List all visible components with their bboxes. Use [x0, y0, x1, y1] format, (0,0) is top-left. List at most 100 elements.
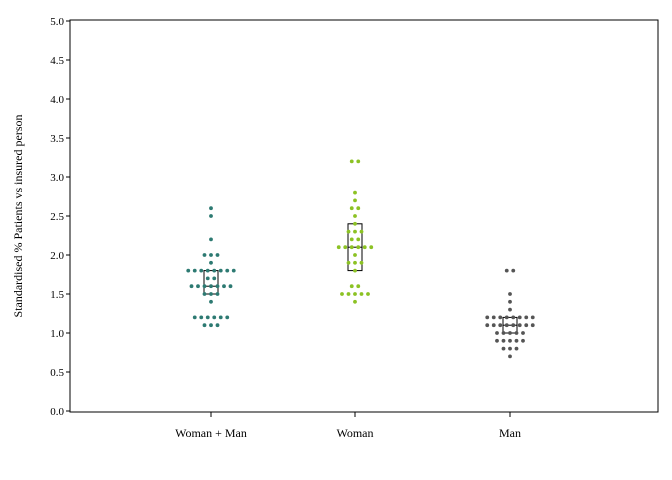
data-point [514, 346, 519, 351]
data-point [212, 315, 217, 320]
data-point [209, 214, 213, 218]
data-point [353, 221, 357, 226]
data-point [530, 323, 535, 328]
data-point [508, 292, 512, 296]
y-tick-label: 5.0 [50, 16, 64, 28]
data-point [349, 284, 354, 289]
data-point [508, 307, 512, 312]
data-point [362, 245, 367, 250]
data-point [504, 268, 509, 273]
data-point [209, 260, 213, 265]
data-point [495, 338, 499, 343]
data-point [501, 338, 506, 343]
data-point [349, 206, 354, 211]
data-point [517, 323, 522, 328]
data-point [209, 253, 213, 257]
data-point [504, 323, 509, 328]
data-point [485, 315, 490, 320]
data-point [498, 315, 503, 320]
data-point [346, 260, 351, 265]
data-point [356, 237, 361, 242]
data-point [349, 159, 354, 164]
data-point [196, 284, 200, 289]
data-point [359, 292, 364, 296]
data-point [349, 237, 354, 242]
data-point [501, 331, 506, 335]
y-tick-label: 2.0 [50, 250, 64, 262]
data-point [498, 323, 503, 328]
data-point [353, 198, 357, 203]
y-tick-label: 4.5 [50, 55, 64, 67]
data-point [212, 268, 217, 273]
y-tick-label: 4.0 [50, 94, 64, 106]
data-point [356, 206, 361, 211]
data-point [225, 315, 230, 320]
data-point [517, 315, 522, 320]
y-tick-label: 2.5 [50, 211, 64, 223]
data-point [353, 214, 357, 218]
x-category-label: Woman [336, 426, 373, 440]
data-point [353, 253, 357, 257]
data-point [504, 315, 509, 320]
data-point [501, 346, 506, 351]
data-point [199, 315, 204, 320]
data-point [218, 315, 223, 320]
data-point [353, 190, 357, 195]
data-point [199, 268, 204, 273]
y-tick-label: 1.5 [50, 289, 64, 301]
group-2 [485, 268, 535, 359]
data-point [346, 229, 351, 234]
data-point [336, 245, 341, 250]
data-point [192, 268, 197, 273]
data-point [212, 276, 217, 281]
data-point [530, 315, 535, 320]
data-point [202, 323, 207, 328]
data-point [189, 284, 194, 289]
data-point [514, 338, 519, 343]
data-point [491, 323, 496, 328]
data-point [202, 284, 207, 289]
data-point [215, 253, 220, 257]
data-point [343, 245, 348, 250]
data-point [366, 292, 370, 296]
data-point [209, 323, 213, 328]
data-point [353, 229, 357, 234]
y-tick-label: 0.0 [50, 406, 64, 418]
data-point [186, 268, 191, 273]
data-point [346, 292, 351, 296]
y-tick-label: 1.0 [50, 328, 64, 340]
data-point [215, 284, 220, 289]
group-1 [336, 159, 374, 304]
data-point [209, 284, 213, 289]
data-point [353, 299, 357, 304]
data-point [192, 315, 197, 320]
group-0 [186, 206, 236, 328]
data-point [209, 206, 213, 211]
data-point [356, 159, 361, 164]
data-point [511, 323, 516, 328]
x-axis: Woman + Man Woman Man [175, 412, 521, 440]
data-point [521, 331, 525, 335]
data-point [508, 354, 512, 359]
y-axis-label: Standardised % Patients vs insured perso… [11, 115, 25, 318]
x-category-label: Man [499, 426, 521, 440]
y-axis: 0.0 0.5 1.0 1.5 2.0 2.5 3.0 3.5 4.0 4.5 5.0 [50, 16, 70, 418]
data-point [225, 268, 230, 273]
data-point [205, 315, 210, 320]
data-point [524, 323, 529, 328]
data-point [205, 276, 210, 281]
data-point [356, 284, 361, 289]
data-point [349, 245, 354, 250]
data-point [524, 315, 529, 320]
data-point [222, 284, 226, 289]
data-point [359, 260, 364, 265]
data-point [508, 346, 512, 351]
data-point [491, 315, 496, 320]
data-point [359, 229, 364, 234]
data-point [356, 245, 361, 250]
data-point [209, 292, 213, 296]
data-point [508, 338, 512, 343]
data-point [228, 284, 233, 289]
